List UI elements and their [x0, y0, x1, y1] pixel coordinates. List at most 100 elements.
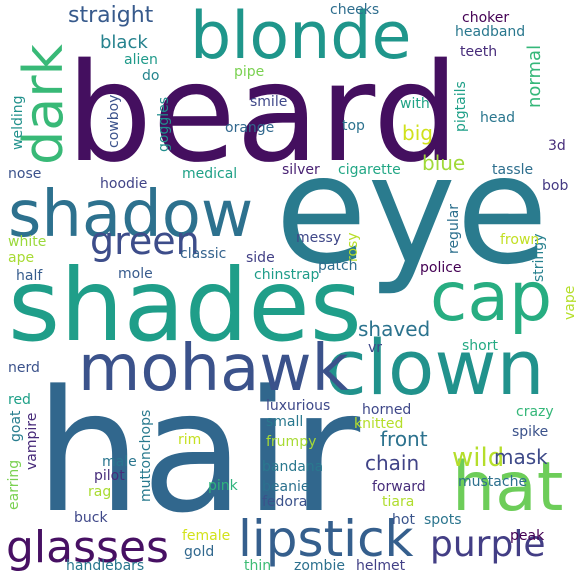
word-blue: blue: [422, 151, 465, 175]
word-short: short: [462, 338, 498, 354]
word-clown: clown: [325, 323, 545, 412]
word-welding: welding: [10, 96, 26, 151]
word-patch: patch: [318, 258, 358, 274]
word-beanie: beanie: [262, 479, 309, 495]
word-half: half: [16, 268, 43, 284]
word-beard: beard: [66, 35, 459, 193]
word-pilot: pilot: [94, 468, 125, 484]
word-regular: regular: [446, 204, 462, 254]
word-vampire: vampire: [24, 413, 40, 470]
word-normal: normal: [524, 45, 545, 108]
word-choker: choker: [462, 10, 509, 26]
word-tassle: tassle: [492, 162, 533, 178]
word-nerd: nerd: [8, 360, 40, 376]
word-small: small: [266, 414, 303, 430]
word-male: male: [102, 454, 137, 470]
word-crazy: crazy: [516, 404, 554, 420]
word-top: top: [342, 118, 365, 134]
word-earring: earring: [6, 460, 22, 510]
word-shaved: shaved: [358, 317, 430, 341]
word-handlebars: handlebars: [66, 558, 144, 574]
word-mask: mask: [494, 445, 548, 469]
word-teeth: teeth: [460, 44, 497, 60]
word-alien: alien: [124, 52, 158, 68]
word-bob: bob: [542, 178, 568, 194]
word-smile: smile: [250, 94, 287, 110]
word-mole: mole: [118, 266, 153, 282]
word-cowboy: cowboy: [106, 95, 122, 148]
word-cigarette: cigarette: [338, 162, 401, 178]
word-messy: messy: [296, 230, 341, 246]
word-forward: forward: [372, 479, 426, 495]
word-silver: silver: [282, 162, 320, 178]
word-white: white: [8, 234, 46, 250]
word-rosy: rosy: [345, 232, 361, 262]
word-cheeks: cheeks: [330, 2, 379, 18]
word-mustache: mustache: [458, 474, 527, 490]
word-chinstrap: chinstrap: [254, 267, 319, 283]
word-medical: medical: [182, 166, 237, 182]
word-fedora: fedora: [262, 494, 307, 510]
word-hat: hat: [452, 448, 563, 527]
word-nose: nose: [8, 166, 41, 182]
word-pigtails: pigtails: [453, 81, 469, 132]
word-straight: straight: [68, 3, 154, 28]
word-helmet: helmet: [356, 558, 406, 574]
word-vr: vr: [368, 340, 382, 356]
word-buck: buck: [74, 510, 108, 526]
word-lipstick: lipstick: [238, 510, 414, 568]
word-goggles: goggles: [156, 97, 172, 152]
word-3d: 3d: [548, 138, 566, 154]
word-frown: frown: [500, 232, 539, 248]
word-pink: pink: [208, 478, 239, 494]
word-thin: thin: [244, 558, 271, 574]
word-horned: horned: [362, 402, 411, 418]
word-spike: spike: [512, 424, 548, 440]
word-hoodie: hoodie: [100, 176, 147, 192]
word-green: green: [90, 219, 200, 263]
word-bandana: bandana: [262, 459, 323, 475]
word-rag: rag: [88, 484, 111, 500]
word-luxurious: luxurious: [266, 398, 330, 414]
word-hair: hair: [35, 354, 361, 550]
word-purple: purple: [430, 524, 545, 565]
word-black: black: [100, 32, 148, 53]
word-front: front: [380, 427, 428, 451]
word-peak: peak: [510, 528, 545, 544]
word-do: do: [142, 68, 159, 84]
word-chain: chain: [365, 451, 419, 475]
word-shades: shades: [8, 247, 362, 364]
word-ape: ape: [8, 250, 34, 266]
word-glasses: glasses: [6, 522, 169, 573]
word-classic: classic: [180, 246, 226, 262]
word-female: female: [182, 528, 230, 544]
word-mohawk: mohawk: [78, 332, 349, 406]
word-knitted: knitted: [354, 416, 403, 432]
word-shadow: shadow: [8, 178, 253, 252]
word-rim: rim: [178, 432, 201, 448]
word-with: with: [400, 96, 430, 112]
word-pipe: pipe: [234, 64, 264, 80]
word-muttonchops: muttonchops: [138, 410, 154, 502]
word-cap: cap: [430, 258, 552, 337]
word-big: big: [402, 121, 433, 145]
word-headband: headband: [455, 24, 525, 40]
word-spots: spots: [424, 512, 462, 528]
word-tiara: tiara: [382, 494, 414, 510]
word-stringy: stringy: [531, 234, 547, 282]
word-side: side: [246, 250, 275, 266]
word-gold: gold: [184, 544, 214, 560]
word-vape: vape: [562, 286, 576, 320]
word-head: head: [480, 110, 515, 126]
word-wild: wild: [452, 443, 504, 473]
word-zombie: zombie: [294, 558, 345, 574]
word-police: police: [420, 260, 462, 276]
word-frumpy: frumpy: [266, 434, 316, 450]
word-blonde: blonde: [190, 0, 412, 74]
word-dark: dark: [12, 43, 75, 165]
word-eye: eye: [275, 124, 548, 298]
word-orange: orange: [225, 120, 274, 136]
word-red: red: [8, 392, 31, 408]
